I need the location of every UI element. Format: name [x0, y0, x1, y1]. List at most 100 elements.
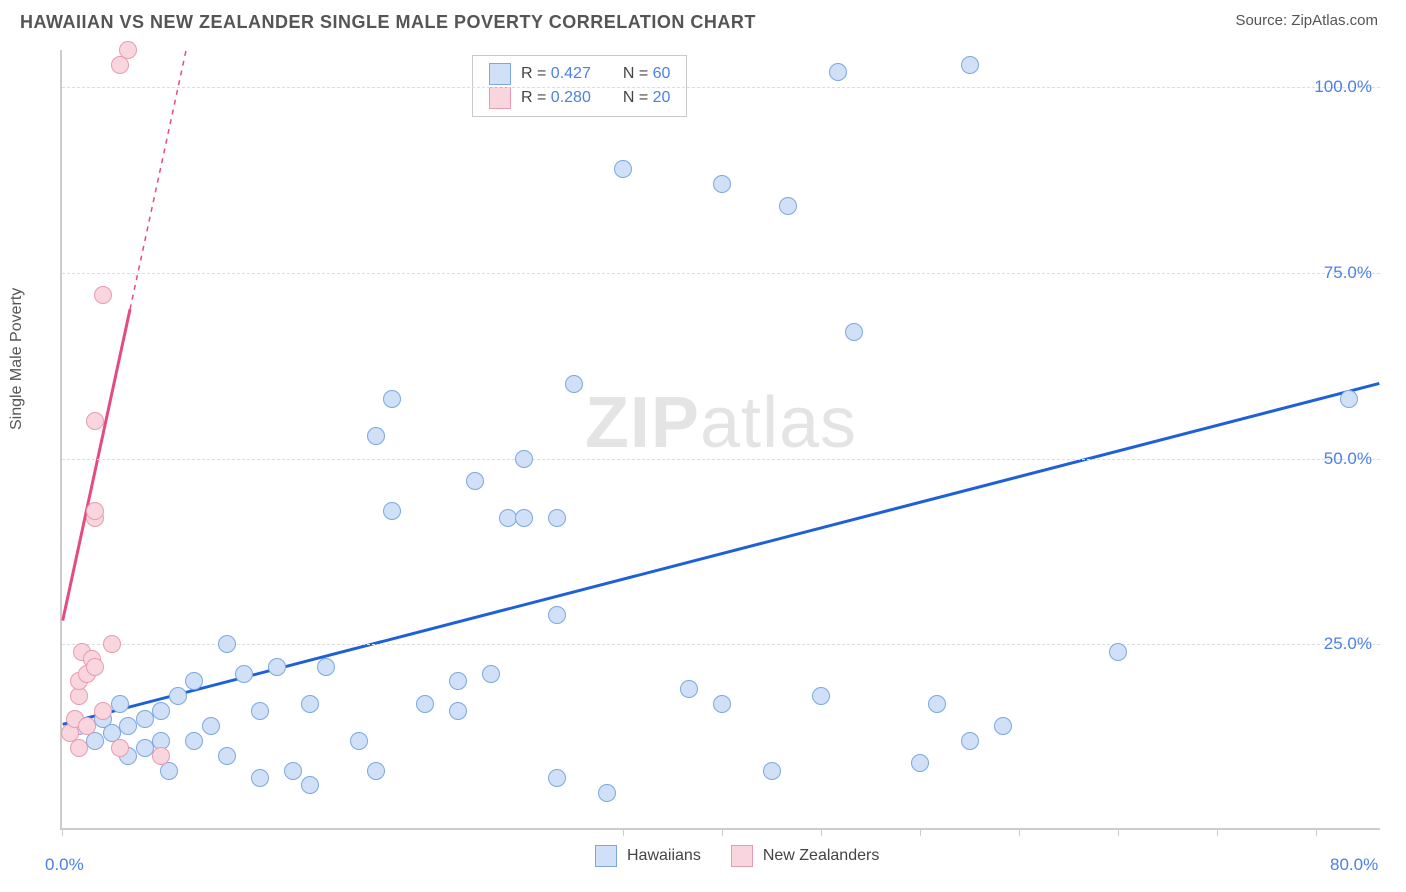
- x-tick: [1316, 828, 1317, 836]
- data-point: [94, 702, 112, 720]
- data-point: [449, 672, 467, 690]
- y-axis-label: Single Male Poverty: [8, 288, 26, 430]
- data-point: [812, 687, 830, 705]
- data-point: [268, 658, 286, 676]
- data-point: [383, 390, 401, 408]
- data-point: [119, 717, 137, 735]
- y-tick-label: 25.0%: [1324, 634, 1372, 654]
- data-point: [961, 56, 979, 74]
- data-point: [928, 695, 946, 713]
- x-tick: [62, 828, 63, 836]
- data-point: [103, 635, 121, 653]
- data-point: [515, 450, 533, 468]
- legend-series: Hawaiians New Zealanders: [595, 845, 879, 867]
- chart-title: HAWAIIAN VS NEW ZEALANDER SINGLE MALE PO…: [20, 12, 756, 33]
- data-point: [416, 695, 434, 713]
- gridline: [62, 644, 1380, 645]
- data-point: [614, 160, 632, 178]
- data-point: [466, 472, 484, 490]
- data-point: [482, 665, 500, 683]
- data-point: [152, 747, 170, 765]
- data-point: [1109, 643, 1127, 661]
- data-point: [713, 175, 731, 193]
- data-point: [136, 710, 154, 728]
- x-axis-min-label: 0.0%: [45, 855, 84, 875]
- data-point: [548, 606, 566, 624]
- data-point: [169, 687, 187, 705]
- data-point: [111, 695, 129, 713]
- data-point: [548, 509, 566, 527]
- legend-swatch: [731, 845, 753, 867]
- x-axis-max-label: 80.0%: [1330, 855, 1378, 875]
- data-point: [350, 732, 368, 750]
- data-point: [829, 63, 847, 81]
- data-point: [961, 732, 979, 750]
- data-point: [994, 717, 1012, 735]
- y-tick-label: 75.0%: [1324, 263, 1372, 283]
- data-point: [86, 412, 104, 430]
- x-tick: [1217, 828, 1218, 836]
- chart-area: ZIPatlas R = 0.427N = 60R = 0.280N = 20 …: [60, 50, 1380, 830]
- data-point: [301, 695, 319, 713]
- gridline: [62, 459, 1380, 460]
- x-tick: [623, 828, 624, 836]
- data-point: [515, 509, 533, 527]
- data-point: [185, 672, 203, 690]
- legend-r-label: R = 0.427: [521, 62, 591, 86]
- legend-row: R = 0.427 N = 60: [489, 62, 670, 86]
- data-point: [367, 762, 385, 780]
- data-point: [499, 509, 517, 527]
- x-tick: [920, 828, 921, 836]
- data-point: [86, 502, 104, 520]
- legend-correlation: R = 0.427 N = 60 R = 0.280 N = 20: [472, 55, 687, 117]
- data-point: [317, 658, 335, 676]
- data-point: [152, 702, 170, 720]
- data-point: [185, 732, 203, 750]
- data-point: [383, 502, 401, 520]
- data-point: [136, 739, 154, 757]
- data-point: [70, 739, 88, 757]
- source-label: Source: ZipAtlas.com: [1235, 12, 1378, 29]
- x-tick: [821, 828, 822, 836]
- data-point: [251, 769, 269, 787]
- data-point: [779, 197, 797, 215]
- x-tick: [1019, 828, 1020, 836]
- data-point: [202, 717, 220, 735]
- legend-r-label: R = 0.280: [521, 86, 591, 110]
- data-point: [94, 286, 112, 304]
- gridline: [62, 273, 1380, 274]
- data-point: [845, 323, 863, 341]
- legend-series-label: Hawaiians: [627, 847, 701, 865]
- legend-series-label: New Zealanders: [763, 847, 880, 865]
- x-tick: [1118, 828, 1119, 836]
- gridline: [62, 87, 1380, 88]
- data-point: [713, 695, 731, 713]
- legend-swatch: [489, 63, 511, 85]
- data-point: [78, 717, 96, 735]
- y-tick-label: 50.0%: [1324, 449, 1372, 469]
- data-point: [119, 41, 137, 59]
- data-point: [548, 769, 566, 787]
- data-point: [1340, 390, 1358, 408]
- legend-item: New Zealanders: [731, 845, 880, 867]
- data-point: [449, 702, 467, 720]
- data-point: [111, 739, 129, 757]
- legend-swatch: [595, 845, 617, 867]
- data-point: [251, 702, 269, 720]
- data-point: [235, 665, 253, 683]
- data-point: [86, 658, 104, 676]
- legend-item: Hawaiians: [595, 845, 701, 867]
- x-tick: [722, 828, 723, 836]
- watermark: ZIPatlas: [585, 382, 857, 464]
- data-point: [284, 762, 302, 780]
- data-point: [367, 427, 385, 445]
- legend-n-label: N = 60: [623, 62, 671, 86]
- data-point: [763, 762, 781, 780]
- data-point: [218, 635, 236, 653]
- legend-row: R = 0.280 N = 20: [489, 86, 670, 110]
- header: HAWAIIAN VS NEW ZEALANDER SINGLE MALE PO…: [0, 0, 1406, 41]
- legend-swatch: [489, 87, 511, 109]
- y-tick-label: 100.0%: [1314, 77, 1372, 97]
- legend-n-label: N = 20: [623, 86, 671, 110]
- data-point: [911, 754, 929, 772]
